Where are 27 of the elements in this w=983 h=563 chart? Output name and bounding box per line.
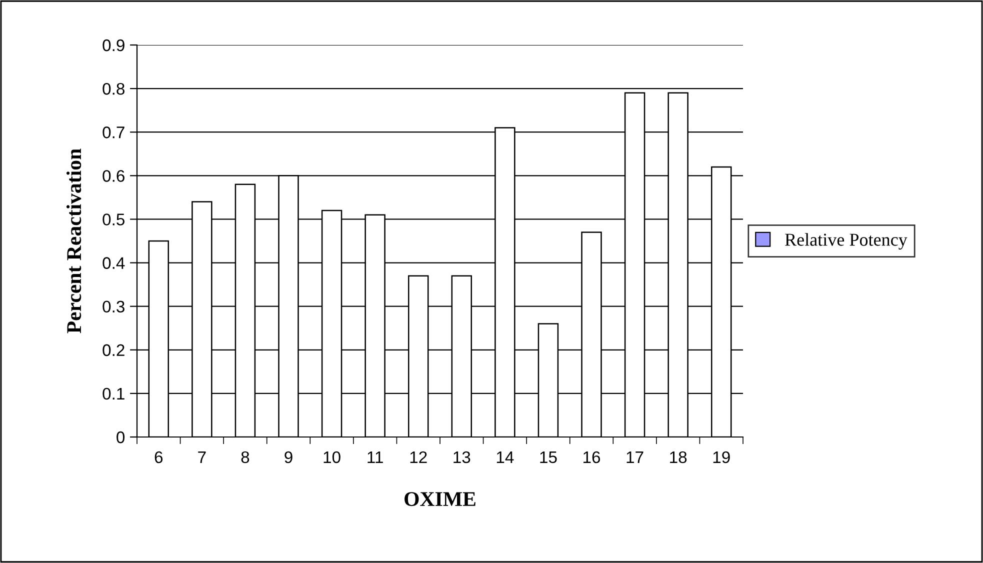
x-tick-label: 7 (198, 452, 206, 463)
x-tick-label: 19 (713, 451, 730, 464)
x-tick-label: 9 (284, 451, 292, 464)
x-axis-title: OXIME (404, 492, 476, 506)
x-tick-label: 15 (540, 452, 557, 464)
x-tick-label: 14 (496, 452, 514, 463)
y-tick-label: 0.9 (102, 39, 124, 52)
x-tick-label: 11 (368, 452, 383, 463)
legend-label: Relative Potency (785, 233, 908, 250)
x-tick-label: 8 (241, 451, 250, 464)
y-tick-label: 0.8 (102, 82, 124, 95)
x-tick-label: 12 (410, 451, 427, 463)
x-tick-label: 17 (626, 452, 644, 463)
x-tick-label: 10 (324, 451, 340, 464)
y-tick-label: 0.7 (102, 126, 124, 138)
y-tick-label: 0.6 (102, 170, 124, 182)
y-tick-label: 0.5 (102, 214, 124, 226)
y-tick-label: 0.2 (102, 344, 124, 356)
x-tick-label: 13 (454, 451, 470, 464)
y-tick-label: 0 (116, 431, 125, 444)
x-tick-label: 16 (584, 451, 600, 464)
y-tick-label: 0.3 (102, 300, 124, 313)
y-tick-label: 0.1 (102, 388, 124, 400)
y-tick-label: 0.4 (102, 257, 125, 269)
x-tick-label: 6 (154, 451, 163, 464)
y-axis-title: Percent Reactivation (66, 148, 82, 334)
x-tick-label: 18 (670, 451, 687, 464)
